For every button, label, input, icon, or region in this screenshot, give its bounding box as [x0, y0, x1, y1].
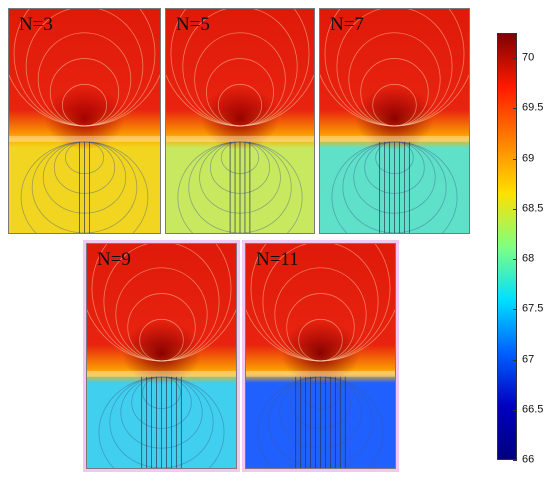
colorbar-tick-label: 69.5: [522, 101, 544, 114]
colorbar-tick-mark: [513, 208, 517, 210]
colorbar-tick-mark: [513, 58, 517, 60]
high-field-region: [44, 86, 125, 150]
panel-label: N=11: [256, 249, 299, 270]
panel-label: N=9: [97, 249, 131, 270]
interface-band: [87, 370, 236, 377]
contour-line: [109, 376, 214, 468]
colorbar-tick-label: 69: [522, 152, 535, 165]
colorbar-tick-mark: [513, 108, 517, 110]
colorbar-tick-mark: [513, 359, 517, 361]
colorbar-tick-mark: [513, 259, 517, 261]
colorbar-tick-label: 67: [522, 353, 535, 366]
interface-band: [166, 135, 314, 142]
colorbar-tick-mark: [513, 158, 517, 160]
colorbar-tick-label: 68.5: [522, 202, 544, 215]
panel-label: N=3: [19, 14, 53, 35]
contour-line: [246, 309, 395, 362]
contour-line: [268, 376, 373, 468]
colorbar-tick-mark: [513, 309, 517, 311]
contour-line: [98, 376, 225, 468]
colorbar-tick-mark: [513, 409, 517, 411]
panel-label: N=5: [176, 14, 210, 35]
contour-plot: [9, 9, 160, 233]
colorbar-tick-label: 70: [522, 51, 535, 64]
contour-panel-n7: N=7: [319, 8, 470, 234]
colorbar-tick-label: 68: [522, 252, 535, 265]
colorbar-tick-label: 66.5: [522, 403, 544, 416]
high-field-region: [354, 86, 435, 150]
contour-line: [87, 309, 236, 362]
interface-band: [9, 135, 160, 142]
colorbar-tick-label: 67.5: [522, 302, 544, 315]
contour-line: [257, 376, 384, 468]
high-field-region: [280, 321, 361, 385]
contour-panel-n5: N=5: [165, 8, 315, 234]
panel-label: N=7: [330, 14, 364, 35]
contour-line: [166, 74, 314, 127]
contour-plot: [166, 9, 314, 233]
colorbar: [497, 33, 517, 460]
interface-band: [246, 370, 395, 377]
contour-plot: [320, 9, 469, 233]
contour-panel-n3: N=3: [8, 8, 161, 234]
colorbar-tick-mark: [513, 460, 517, 461]
contour-panel-n11: N=11: [245, 243, 396, 469]
high-field-region: [121, 321, 202, 385]
contour-line: [9, 74, 160, 127]
high-field-region: [200, 86, 280, 150]
contour-panel-n9: N=9: [86, 243, 237, 469]
colorbar-tick-label: 66: [522, 453, 535, 466]
interface-band: [320, 135, 469, 142]
contour-line: [320, 74, 469, 127]
contour-plot: [246, 244, 395, 468]
contour-plot: [87, 244, 236, 468]
